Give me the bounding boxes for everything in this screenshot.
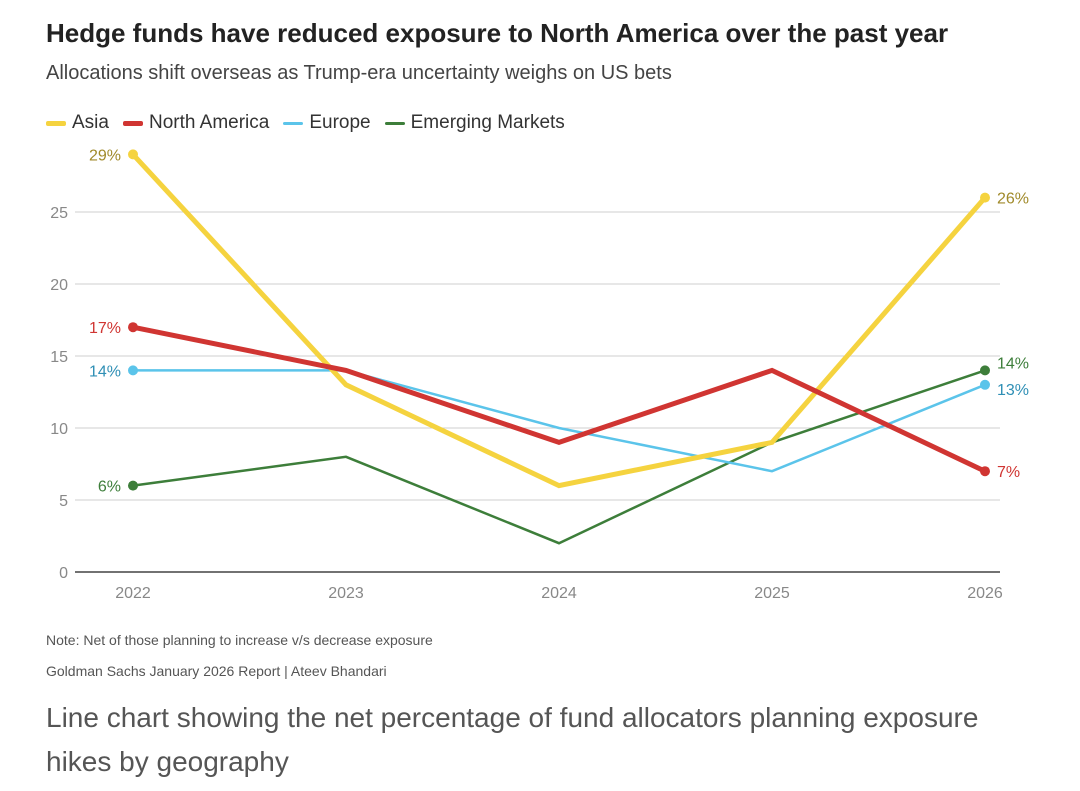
point-asia-2026 bbox=[980, 192, 990, 203]
x-tick-label-2024: 2024 bbox=[541, 585, 577, 602]
legend-swatch-europe bbox=[283, 121, 304, 125]
point-asia-2022 bbox=[128, 149, 138, 160]
chart-subtitle: Allocations shift overseas as Trump-era … bbox=[46, 62, 672, 84]
series-line-emerging-markets bbox=[132, 369, 986, 545]
legend: Asia North America Europe Emerging Marke… bbox=[46, 112, 565, 134]
y-tick-label-20: 20 bbox=[50, 277, 68, 294]
legend-item-asia: Asia bbox=[46, 112, 109, 134]
data-label-north-america-end: 7% bbox=[997, 464, 1020, 481]
data-label-europe-start: 14% bbox=[89, 363, 121, 380]
x-tick-label-2025: 2025 bbox=[754, 585, 790, 602]
legend-label-emerging-markets: Emerging Markets bbox=[410, 112, 565, 133]
chart-caption: Line chart showing the net percentage of… bbox=[46, 702, 979, 777]
point-europe-2022 bbox=[128, 365, 138, 376]
series-line-europe bbox=[133, 369, 986, 473]
data-label-europe-end: 13% bbox=[997, 382, 1029, 399]
legend-label-asia: Asia bbox=[72, 112, 109, 133]
data-label-asia-start: 29% bbox=[89, 147, 121, 164]
legend-label-europe: Europe bbox=[309, 112, 371, 133]
x-tick-label-2023: 2023 bbox=[328, 585, 364, 602]
data-label-asia-end: 26% bbox=[997, 191, 1029, 208]
legend-item-north-america: North America bbox=[122, 112, 270, 134]
series-line-asia bbox=[131, 152, 987, 489]
y-tick-label-15: 15 bbox=[50, 349, 68, 366]
series-line-north-america bbox=[132, 324, 987, 474]
data-label-emerging-markets-end: 14% bbox=[997, 355, 1029, 372]
data-label-emerging-markets-start: 6% bbox=[98, 479, 121, 496]
y-tick-label-10: 10 bbox=[50, 421, 68, 438]
y-tick-label-25: 25 bbox=[50, 205, 68, 222]
data-label-north-america-start: 17% bbox=[89, 320, 121, 337]
legend-swatch-north-america bbox=[122, 120, 143, 126]
y-tick-label-5: 5 bbox=[59, 493, 68, 510]
legend-label-north-america: North America bbox=[148, 112, 270, 133]
point-north-america-2022 bbox=[128, 322, 138, 333]
legend-item-europe: Europe bbox=[283, 112, 371, 134]
y-tick-label-0: 0 bbox=[59, 565, 68, 582]
x-tick-label-2022: 2022 bbox=[115, 585, 151, 602]
chart-title: Hedge funds have reduced exposure to Nor… bbox=[46, 18, 949, 48]
legend-swatch-asia bbox=[46, 120, 66, 126]
legend-swatch-emerging-markets bbox=[384, 121, 405, 125]
chart-note: Note: Net of those planning to increase … bbox=[46, 632, 433, 648]
point-emerging-markets-2026 bbox=[980, 365, 990, 376]
point-europe-2026 bbox=[980, 379, 990, 390]
point-emerging-markets-2022 bbox=[128, 480, 138, 491]
x-tick-label-2026: 2026 bbox=[967, 585, 1003, 602]
legend-item-emerging-markets: Emerging Markets bbox=[384, 112, 565, 134]
point-north-america-2026 bbox=[980, 466, 990, 477]
chart-source: Goldman Sachs January 2026 Report | Atee… bbox=[46, 663, 387, 679]
